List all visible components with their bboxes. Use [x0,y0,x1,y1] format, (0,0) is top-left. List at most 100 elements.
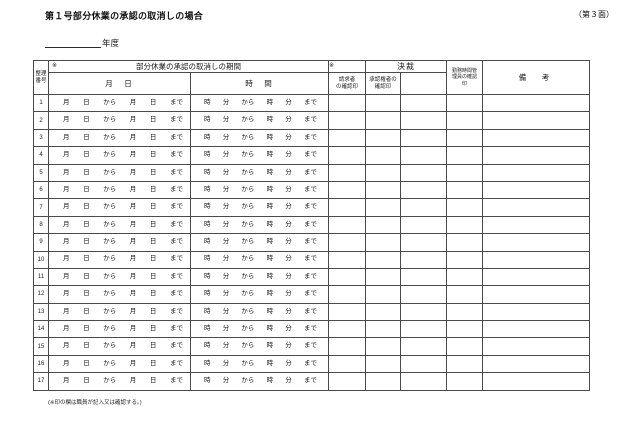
requester-seal-cell [328,337,366,356]
minute-label: 分 [285,255,292,263]
month-label: 月 [129,203,137,211]
month-label: 月 [63,185,70,193]
row-number: 16 [33,354,49,374]
remarks-cell [482,163,590,182]
minute-label: 分 [222,185,230,193]
hour-label: 時 [204,203,211,211]
hour-label: 時 [204,307,211,315]
until-label: まで [303,185,317,193]
until-label: まで [303,168,317,176]
time-manager-seal-cell [446,215,483,235]
month-label: 月 [129,290,137,298]
approver-seal-cell [365,163,401,182]
date-range-cell: 月 日 から 月 日 まで [48,215,191,235]
requester-seal-cell [328,128,366,148]
page-title: 第１号部分休業の承認の取消しの場合 [45,11,204,21]
time-range-cell: 時 分 から 時 分 まで [190,128,329,148]
month-label: 月 [63,290,70,298]
day-label: 日 [83,290,90,298]
approval-blank-cell [400,233,447,252]
time-manager-seal-cell [446,285,483,304]
date-range-cell: 月 日 から 月 日 まで [48,302,191,322]
time-range-cell: 時 分 から 時 分 まで [190,372,329,391]
time-manager-seal-cell [446,302,483,322]
from-label: から [103,98,117,106]
day-label: 日 [83,307,90,315]
until-label: まで [169,220,183,228]
remarks-cell [482,128,590,148]
until-label: まで [169,377,183,385]
minute-label: 分 [285,168,292,176]
day-label: 日 [149,359,157,367]
from-label: から [241,116,255,124]
date-range-cell: 月 日 から 月 日 まで [48,198,191,217]
from-label: から [103,151,117,159]
approval-blank-cell [400,180,447,200]
table-row: 3 月 日 から 月 日 まで 時 分 から [33,128,590,148]
month-label: 月 [129,272,137,280]
month-label: 月 [63,151,70,159]
day-label: 日 [83,255,90,263]
month-label: 月 [129,359,137,367]
until-label: まで [169,290,183,298]
month-label: 月 [63,98,70,106]
approver-seal-cell [365,198,401,217]
approver-seal-cell [365,250,401,269]
day-label: 日 [83,272,90,280]
footnote: (※印の欄は職員が記入又は確認する。) [48,400,142,406]
hour-label: 時 [266,185,274,193]
minute-label: 分 [285,359,292,367]
time-manager-seal-cell [446,163,483,182]
table-row: 8 月 日 から 月 日 まで 時 分 から [33,215,590,235]
time-range-cell: 時 分 から 時 分 まで [190,146,329,165]
until-label: まで [303,220,317,228]
until-label: まで [303,203,317,211]
until-label: まで [303,342,317,350]
remarks-cell [482,337,590,356]
time-range-cell: 時 分 から 時 分 まで [190,233,329,252]
date-range-cell: 月 日 から 月 日 まで [48,146,191,165]
row-number: 7 [33,198,49,217]
date-range-cell: 月 日 から 月 日 まで [48,128,191,148]
month-label: 月 [129,116,137,124]
hour-label: 時 [204,220,211,228]
until-label: まで [169,98,183,106]
hour-label: 時 [266,325,274,333]
hour-label: 時 [266,377,274,385]
time-range-cell: 時 分 から 時 分 まで [190,267,329,287]
approval-blank-cell [400,250,447,269]
day-label: 日 [149,151,157,159]
date-range-cell: 月 日 から 月 日 まで [48,372,191,391]
time-range-cell: 時 分 から 時 分 まで [190,337,329,356]
from-label: から [241,238,255,246]
approver-seal-cell [365,337,401,356]
hour-label: 時 [266,290,274,298]
approval-blank-cell [400,372,447,391]
row-number: 6 [33,180,49,200]
date-range-cell: 月 日 から 月 日 まで [48,233,191,252]
approval-blank-cell [400,320,447,339]
approval-blank-cell [400,128,447,148]
col-header-time: 時 間 [190,72,329,95]
time-manager-seal-cell [446,180,483,200]
minute-label: 分 [285,98,292,106]
day-label: 日 [149,133,157,141]
month-label: 月 [63,220,70,228]
month-label: 月 [129,168,137,176]
until-label: まで [303,359,317,367]
approval-blank-cell [400,93,447,113]
minute-label: 分 [285,133,292,141]
day-label: 日 [83,151,90,159]
day-label: 日 [149,185,157,193]
minute-label: 分 [222,359,230,367]
hour-label: 時 [204,151,211,159]
hour-label: 時 [204,377,211,385]
month-label: 月 [63,342,70,350]
from-label: から [103,238,117,246]
hour-label: 時 [204,168,211,176]
day-label: 日 [149,325,157,333]
month-label: 月 [129,133,137,141]
minute-label: 分 [285,203,292,211]
from-label: から [241,220,255,228]
